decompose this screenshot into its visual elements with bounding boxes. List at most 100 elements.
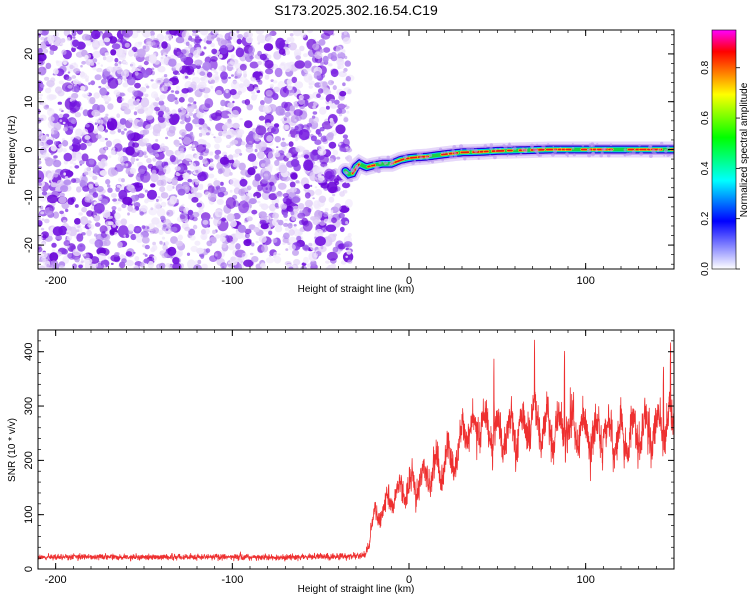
noise-cell <box>142 244 146 248</box>
colorbar-tick-label: 0.0 <box>700 262 711 276</box>
noise-cell <box>336 156 341 160</box>
noise-cell <box>38 259 43 263</box>
noise-cell <box>171 113 180 123</box>
noise-cell <box>160 145 169 152</box>
noise-cell <box>84 135 91 140</box>
noise-cell <box>79 71 85 77</box>
noise-cell <box>244 99 251 106</box>
noise-cell <box>176 150 185 160</box>
noise-cell <box>258 235 267 243</box>
noise-cell <box>313 101 318 106</box>
noise-cell <box>343 189 348 194</box>
noise-cell <box>45 62 52 70</box>
noise-cell <box>62 58 68 65</box>
noise-cell <box>228 243 236 251</box>
noise-cell <box>204 161 209 167</box>
noise-cell <box>290 126 294 131</box>
noise-cell <box>217 168 223 175</box>
band-fleck <box>559 146 562 149</box>
noise-cell <box>41 101 47 106</box>
noise-cell <box>305 199 313 208</box>
noise-cell <box>196 144 207 153</box>
noise-cell <box>179 120 185 125</box>
noise-cell <box>159 240 163 245</box>
y-tick-label: 200 <box>23 451 35 469</box>
noise-cell <box>274 67 283 78</box>
noise-cell <box>295 55 302 60</box>
noise-cell <box>274 225 283 233</box>
noise-cell <box>99 225 108 234</box>
noise-cell <box>323 218 330 224</box>
noise-cell <box>53 141 59 146</box>
noise-cell <box>332 85 337 91</box>
noise-cell <box>88 159 95 165</box>
noise-cell <box>122 196 133 205</box>
noise-cell <box>175 143 180 147</box>
noise-cell <box>92 175 98 180</box>
noise-cell <box>211 133 214 136</box>
noise-cell <box>116 113 121 118</box>
noise-cell <box>152 157 157 162</box>
noise-cell <box>73 68 81 74</box>
noise-cell <box>85 123 90 128</box>
band-fleck <box>663 154 666 157</box>
noise-cell <box>159 186 166 193</box>
noise-cell <box>294 81 304 89</box>
noise-cell <box>295 68 298 71</box>
noise-cell <box>128 49 134 57</box>
noise-cell <box>40 251 48 259</box>
noise-cell <box>249 252 254 256</box>
noise-cell <box>38 97 43 100</box>
noise-cell <box>249 61 259 69</box>
noise-cell <box>256 200 261 204</box>
noise-cell <box>300 32 307 38</box>
noise-cell <box>342 182 350 189</box>
noise-cell <box>71 75 77 79</box>
noise-cell <box>182 137 192 145</box>
noise-cell <box>301 94 310 100</box>
noise-cell <box>72 138 79 144</box>
noise-cell <box>88 59 91 62</box>
noise-cell <box>321 73 326 78</box>
noise-cell <box>191 148 195 151</box>
noise-cell <box>310 135 317 142</box>
noise-cell <box>48 94 57 100</box>
noise-cell <box>90 30 101 40</box>
noise-cell <box>73 62 77 66</box>
band-fleck <box>660 141 664 146</box>
noise-cell <box>114 232 118 236</box>
spectrogram-x-ticks: -200 -100 0 100 <box>37 30 675 287</box>
noise-cell <box>88 82 91 85</box>
noise-cell <box>230 80 240 90</box>
noise-cell <box>224 215 227 219</box>
noise-cell <box>85 58 95 66</box>
noise-cell <box>68 204 72 208</box>
noise-cell <box>186 252 191 256</box>
noise-cell <box>240 141 246 146</box>
noise-cell <box>125 259 134 267</box>
band-fleck <box>349 167 353 171</box>
noise-cell <box>144 244 150 250</box>
noise-cell <box>235 47 245 58</box>
band-fleck <box>519 153 523 156</box>
band-fleck <box>513 146 517 151</box>
noise-cell <box>213 136 216 139</box>
noise-cell <box>229 256 238 266</box>
noise-cell <box>293 30 302 37</box>
noise-cell <box>328 141 337 149</box>
noise-cell <box>107 256 111 260</box>
y-tick-label: 300 <box>23 397 35 415</box>
noise-cell <box>121 258 127 264</box>
noise-cell <box>175 36 185 44</box>
noise-cell <box>161 41 168 49</box>
x-tick-label: -100 <box>221 574 243 586</box>
band-fleck <box>572 153 576 157</box>
noise-cell <box>150 79 154 82</box>
noise-cell <box>312 166 321 174</box>
noise-cell <box>314 82 322 88</box>
noise-cell <box>41 231 49 239</box>
noise-cell <box>106 86 110 89</box>
noise-cell <box>62 148 67 153</box>
colorbar-tick-label: 0.2 <box>700 211 711 225</box>
